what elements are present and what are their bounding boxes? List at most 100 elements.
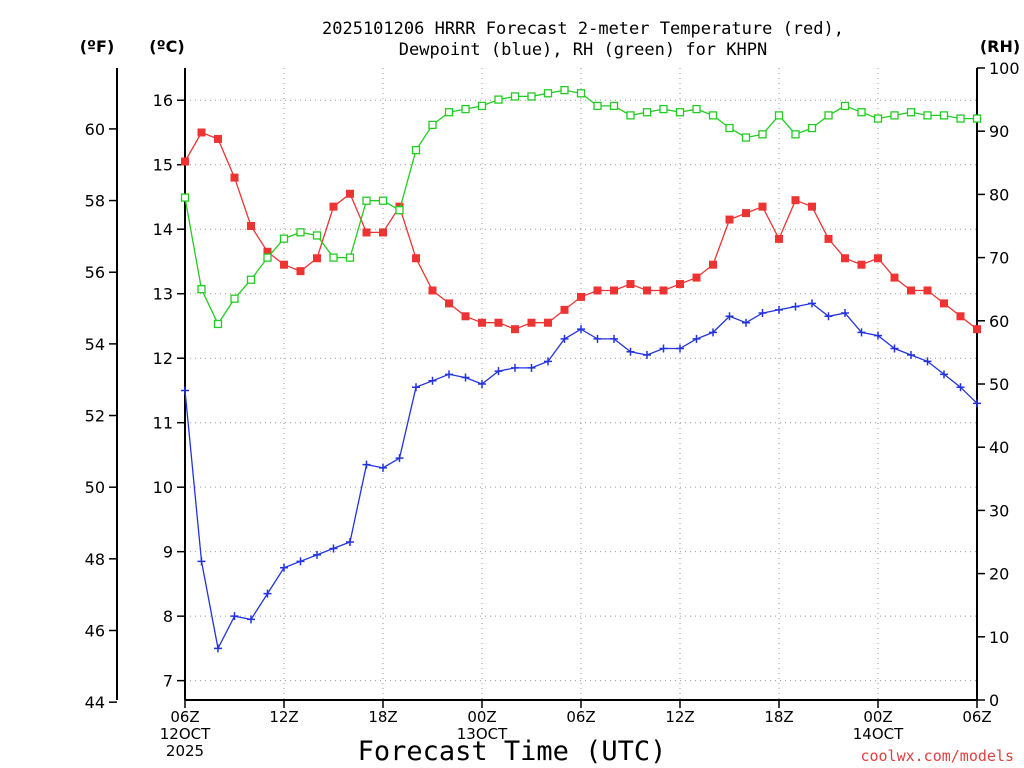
rh-tick-label: 40 — [989, 438, 1009, 457]
dewpoint-point — [890, 344, 899, 353]
dewpoint-point — [577, 325, 585, 334]
x-tick-label: 12OCT — [160, 725, 211, 743]
rh-point — [708, 111, 718, 120]
rh-point — [180, 193, 190, 202]
dewpoint-point — [445, 370, 453, 379]
fahrenheit-tick-label: 60 — [85, 120, 105, 139]
x-tick-label: 00Z — [467, 708, 496, 726]
rh-tick-label: 60 — [989, 312, 1009, 331]
dewpoint-point — [692, 334, 701, 343]
temperature-point — [808, 202, 816, 211]
rh-point — [213, 319, 223, 329]
rh-point — [197, 285, 206, 294]
rh-point — [741, 133, 751, 142]
dewpoint-point — [940, 370, 948, 379]
dewpoint-point — [296, 557, 305, 566]
rh-point — [840, 101, 850, 111]
celsius-tick-label: 12 — [153, 349, 173, 368]
rh-point — [477, 101, 487, 111]
rh-tick-label: 30 — [989, 501, 1009, 520]
temperature-point — [461, 312, 470, 321]
temperature-point — [181, 157, 189, 166]
x-tick-label: 14OCT — [853, 725, 904, 743]
dewpoint-point — [494, 367, 503, 376]
rh-point — [807, 123, 817, 133]
temperature-point — [577, 292, 585, 301]
celsius-tick-label: 16 — [153, 91, 173, 110]
dewpoint-point — [329, 544, 338, 553]
rh-tick-label: 20 — [989, 565, 1009, 584]
temperature-point — [725, 215, 734, 224]
temperature-point — [346, 189, 354, 198]
temperature-point — [544, 318, 552, 327]
rh-point — [312, 231, 322, 240]
rh-point — [675, 108, 685, 117]
fahrenheit-tick-label: 48 — [85, 550, 105, 569]
temperature-point — [874, 254, 882, 263]
rh-point — [411, 146, 421, 155]
rh-point — [576, 89, 586, 98]
temperature-point — [296, 267, 305, 276]
dewpoint-point — [280, 563, 288, 572]
dewpoint-point — [544, 357, 552, 366]
rh-point — [494, 95, 503, 104]
fahrenheit-tick-label: 52 — [85, 407, 105, 426]
temperature-point — [692, 273, 701, 282]
rh-unit-label: (RH) — [980, 37, 1020, 56]
rh-point — [758, 130, 767, 139]
rh-point — [395, 206, 404, 215]
fahrenheit-tick-label: 46 — [85, 621, 105, 640]
celsius-tick-label: 8 — [163, 607, 173, 626]
rh-point — [857, 108, 866, 117]
dewpoint-point — [197, 557, 206, 566]
celsius-tick-label: 10 — [153, 478, 173, 497]
temperature-point — [709, 260, 717, 269]
temperature-point — [824, 234, 833, 243]
temperature-point — [445, 299, 453, 308]
temperature-point — [791, 196, 800, 205]
temperature-point — [593, 286, 602, 295]
dewpoint-point — [659, 344, 668, 353]
chart-series — [180, 85, 982, 653]
rh-point — [543, 89, 553, 98]
dewpoint-point — [560, 334, 569, 343]
chart-grid — [185, 68, 977, 700]
rh-point — [659, 104, 668, 114]
dewpoint-point — [362, 460, 371, 469]
x-tick-label: 00Z — [863, 708, 892, 726]
dewpoint-point — [527, 363, 536, 372]
rh-point — [972, 114, 982, 123]
dewpoint-point — [973, 399, 981, 408]
rh-point — [774, 111, 784, 120]
dewpoint-point — [379, 463, 387, 472]
chart-axes — [116, 68, 978, 701]
rh-point — [824, 111, 833, 120]
dewpoint-point — [610, 334, 618, 343]
celsius-tick-label: 11 — [153, 414, 173, 433]
temperature-point — [659, 286, 668, 295]
dewpoint-point — [956, 383, 965, 392]
rh-point — [692, 104, 701, 114]
dewpoint-point — [626, 347, 635, 356]
dewpoint-point — [181, 386, 189, 395]
temperature-point — [643, 286, 651, 295]
temperature-point — [214, 134, 222, 143]
dewpoint-point — [214, 644, 222, 653]
temperature-point — [923, 286, 932, 295]
dewpoint-point — [461, 373, 470, 382]
rh-point — [428, 120, 437, 130]
dewpoint-point — [907, 350, 915, 359]
rh-point — [263, 253, 272, 262]
celsius-unit-label: (ºC) — [149, 37, 184, 56]
rh-point — [939, 111, 949, 120]
dewpoint-point — [791, 302, 800, 311]
fahrenheit-tick-label: 54 — [85, 335, 105, 354]
rh-tick-label: 100 — [989, 59, 1020, 78]
rh-point — [626, 111, 635, 120]
dewpoint-point — [676, 344, 684, 353]
dewpoint-point — [247, 615, 255, 624]
x-tick-label: 18Z — [764, 708, 793, 726]
rh-point — [230, 294, 239, 303]
temperature-point — [890, 273, 899, 282]
